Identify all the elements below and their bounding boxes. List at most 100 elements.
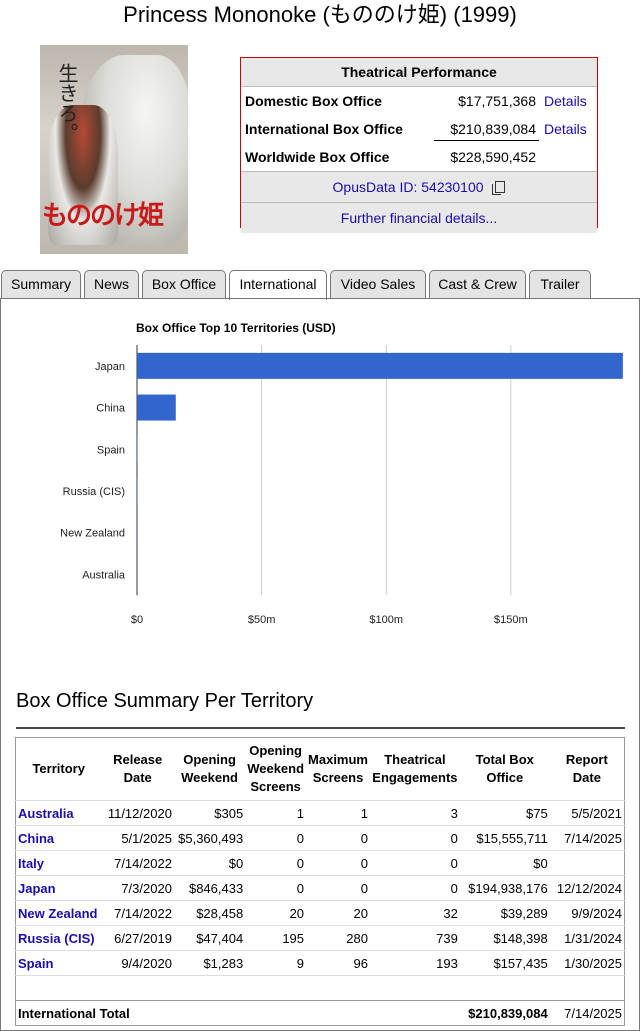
bar-japan bbox=[137, 352, 623, 379]
category-label: Japan bbox=[95, 361, 125, 373]
table-cell: 0 bbox=[245, 875, 307, 901]
performance-value: $210,839,084 bbox=[450, 121, 536, 137]
x-tick-label: $100m bbox=[369, 614, 403, 626]
territory-link[interactable]: Italy bbox=[15, 850, 102, 876]
territory-link[interactable]: Spain bbox=[15, 950, 102, 976]
table-cell: 0 bbox=[245, 825, 307, 851]
col-release-date: Release Date bbox=[113, 752, 163, 785]
tab-video-sales[interactable]: Video Sales bbox=[330, 270, 426, 298]
table-cell: 0 bbox=[306, 875, 370, 901]
table-cell: $194,938,176 bbox=[459, 875, 550, 901]
table-cell: 20 bbox=[245, 900, 307, 926]
table-row: China 5/1/2025 $5,360,493 0 0 0 $15,555,711 7/1… bbox=[15, 825, 625, 851]
table-cell: 0 bbox=[245, 850, 307, 876]
tab-international[interactable]: International bbox=[229, 270, 327, 300]
col-engagements: Theatrical Engagements bbox=[372, 752, 458, 785]
col-max-screens: Maximum Screens bbox=[308, 752, 368, 785]
table-cell: 0 bbox=[370, 825, 460, 851]
col-opening-weekend: Opening Weekend bbox=[181, 752, 238, 785]
table-header-row: Territory Release Date Opening Weekend O… bbox=[16, 738, 625, 801]
territory-link[interactable]: New Zealand bbox=[15, 900, 102, 926]
territory-table: Territory Release Date Opening Weekend O… bbox=[15, 737, 625, 1026]
theatrical-performance-box: Theatrical Performance Domestic Box Offi… bbox=[240, 57, 598, 233]
total-label: International Total bbox=[15, 1000, 460, 1026]
heading-rule bbox=[16, 727, 625, 729]
performance-value: $17,751,368 bbox=[458, 93, 536, 109]
territory-link[interactable]: China bbox=[15, 825, 102, 851]
table-cell: 7/14/2022 bbox=[101, 850, 174, 876]
x-tick-label: $50m bbox=[248, 614, 276, 626]
copy-icon[interactable] bbox=[492, 181, 506, 195]
table-cell: $305 bbox=[173, 800, 246, 826]
table-cell: 1 bbox=[245, 800, 307, 826]
total-box-office: $210,839,084 bbox=[459, 1000, 550, 1026]
tab-summary[interactable]: Summary bbox=[1, 270, 81, 298]
table-row: Australia 11/12/2020 $305 1 1 3 $75 5/5/2021 bbox=[15, 800, 625, 826]
opusdata-id-row[interactable]: OpusData ID: 54230100 bbox=[241, 171, 597, 202]
col-report-date: Report Date bbox=[565, 752, 608, 785]
table-cell: 0 bbox=[370, 875, 460, 901]
category-label: Australia bbox=[82, 569, 126, 581]
table-cell: 7/14/2025 bbox=[549, 825, 625, 851]
chart-title: Box Office Top 10 Territories (USD) bbox=[136, 321, 336, 335]
col-territory: Territory bbox=[32, 761, 85, 776]
total-report-date: 7/14/2025 bbox=[549, 1000, 625, 1026]
table-cell: $0 bbox=[459, 850, 550, 876]
table-cell: 193 bbox=[370, 950, 460, 976]
col-total-box-office: Total Box Office bbox=[475, 752, 534, 785]
table-cell: $75 bbox=[459, 800, 550, 826]
table-cell: 0 bbox=[306, 825, 370, 851]
table-cell: 1/31/2024 bbox=[549, 925, 625, 951]
territory-link[interactable]: Japan bbox=[15, 875, 102, 901]
territory-link[interactable]: Australia bbox=[15, 800, 102, 826]
performance-value: $228,590,452 bbox=[450, 149, 536, 165]
performance-row-international: International Box Office $210,839,084 De… bbox=[241, 115, 597, 143]
x-tick-label: $150m bbox=[494, 614, 528, 626]
territory-link[interactable]: Russia (CIS) bbox=[15, 925, 102, 951]
spacer-row bbox=[15, 975, 625, 1001]
table-cell: 5/5/2021 bbox=[549, 800, 625, 826]
table-row: New Zealand 7/14/2022 $28,458 20 20 32 $39,289… bbox=[15, 900, 625, 926]
international-details-link[interactable]: Details bbox=[544, 121, 587, 137]
table-cell: 9 bbox=[245, 950, 307, 976]
table-cell: 9/9/2024 bbox=[549, 900, 625, 926]
table-cell: $148,398 bbox=[459, 925, 550, 951]
tab-news[interactable]: News bbox=[84, 270, 139, 298]
performance-heading: Theatrical Performance bbox=[241, 58, 597, 87]
performance-label: International Box Office bbox=[245, 121, 403, 137]
performance-label: Worldwide Box Office bbox=[245, 149, 390, 165]
table-cell: 7/14/2022 bbox=[101, 900, 174, 926]
x-tick-label: $0 bbox=[131, 614, 143, 626]
territory-bar-chart: $0 $50m $100m $150m Japan China Spain Russia (C… bbox=[60, 345, 623, 626]
table-row: Spain 9/4/2020 $1,283 9 96 193 $157,435 1/30/20… bbox=[15, 950, 625, 976]
table-cell: 12/12/2024 bbox=[549, 875, 625, 901]
table-cell: $28,458 bbox=[173, 900, 246, 926]
summary-heading: Box Office Summary Per Territory bbox=[16, 690, 314, 712]
sum-divider bbox=[434, 140, 539, 141]
table-cell: 0 bbox=[306, 850, 370, 876]
domestic-details-link[interactable]: Details bbox=[544, 93, 587, 109]
category-label: Spain bbox=[97, 444, 125, 456]
table-cell: $1,283 bbox=[173, 950, 246, 976]
performance-row-domestic: Domestic Box Office $17,751,368 Details bbox=[241, 87, 597, 115]
table-cell: 739 bbox=[370, 925, 460, 951]
tab-trailer[interactable]: Trailer bbox=[529, 270, 591, 298]
further-details-link[interactable]: Further financial details... bbox=[241, 202, 597, 233]
bar-china bbox=[137, 394, 176, 421]
tab-box-office[interactable]: Box Office bbox=[142, 270, 226, 298]
total-row: International Total $210,839,084 7/14/2025 bbox=[15, 1000, 625, 1026]
opusdata-id-link[interactable]: OpusData ID: 54230100 bbox=[332, 179, 484, 195]
tab-cast-crew[interactable]: Cast & Crew bbox=[429, 270, 526, 298]
table-cell: $47,404 bbox=[173, 925, 246, 951]
spacer-cell bbox=[15, 975, 625, 1001]
table-cell: 1 bbox=[306, 800, 370, 826]
table-cell: 96 bbox=[306, 950, 370, 976]
table-cell: $846,433 bbox=[173, 875, 246, 901]
table-cell: 7/3/2020 bbox=[101, 875, 174, 901]
table-cell: 32 bbox=[370, 900, 460, 926]
table-cell: $157,435 bbox=[459, 950, 550, 976]
movie-poster[interactable]: 生きろ。 もののけ姫 bbox=[40, 45, 188, 254]
table-cell: 3 bbox=[370, 800, 460, 826]
category-label: Russia (CIS) bbox=[63, 486, 125, 498]
table-cell: 9/4/2020 bbox=[101, 950, 174, 976]
